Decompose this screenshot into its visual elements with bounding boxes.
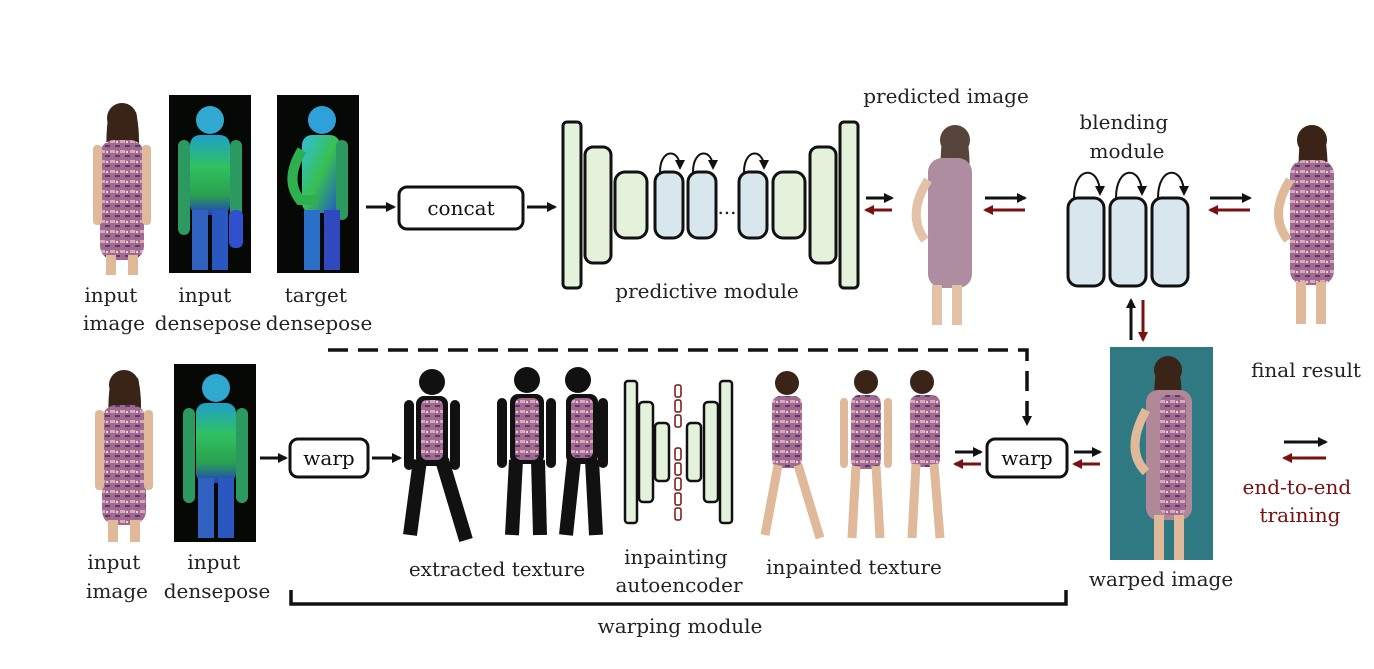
label-input-image-top: input image <box>83 283 145 335</box>
blending-module-network <box>1066 171 1190 288</box>
predictive-module-network <box>561 120 860 290</box>
label-inpainting-autoencoder: inpainting autoencoder <box>615 545 742 597</box>
input-image-top <box>93 103 151 275</box>
warp-right-box <box>985 437 1069 479</box>
extracted-texture <box>403 367 608 543</box>
label-final-result: final result <box>1251 358 1361 382</box>
label-predicted-image: predicted image <box>863 84 1029 108</box>
target-densepose <box>277 95 359 273</box>
label-blending-module: blending module <box>1079 110 1174 163</box>
concat-box <box>397 185 525 231</box>
warped-image <box>1110 347 1213 560</box>
label-predictive-module: predictive module <box>615 279 798 303</box>
warp-left-box <box>288 437 370 479</box>
label-inpainted-texture: inpainted texture <box>766 555 942 579</box>
label-input-densepose-top: input densepose <box>155 283 262 335</box>
warping-module-bracket <box>289 590 1068 606</box>
input-image-bottom <box>95 370 153 542</box>
inpainted-texture <box>760 370 945 540</box>
input-densepose-bottom <box>174 364 256 542</box>
final-result-image <box>1274 125 1334 324</box>
input-densepose-top <box>169 95 251 273</box>
dashed-connection <box>328 348 1032 426</box>
label-input-densepose-bottom: input densepose <box>164 550 271 603</box>
label-warping-module: warping module <box>598 614 763 638</box>
label-target-densepose: target densepose <box>266 283 373 335</box>
legend-label: end-to-end training <box>1243 475 1358 527</box>
inpainting-autoencoder-network <box>623 379 734 525</box>
predicted-image <box>911 125 972 325</box>
label-warped-image: warped image <box>1089 567 1233 591</box>
warp-left-label: warp <box>303 446 354 470</box>
label-extracted-texture: extracted texture <box>409 557 585 581</box>
concat-label: concat <box>427 196 494 220</box>
label-input-image-bottom: input image <box>86 550 148 603</box>
predictive-dots: ... <box>717 195 736 219</box>
autoencoder-bottleneck <box>674 384 682 521</box>
warp-right-label: warp <box>1001 446 1052 470</box>
